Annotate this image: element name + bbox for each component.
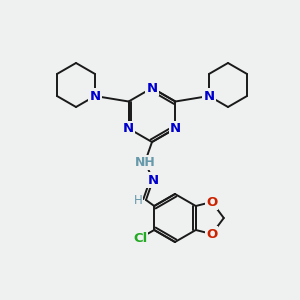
Text: H: H — [134, 194, 142, 208]
Text: N: N — [89, 89, 100, 103]
Text: O: O — [206, 227, 218, 241]
Text: N: N — [203, 89, 214, 103]
Text: N: N — [147, 173, 159, 187]
Text: N: N — [146, 82, 158, 94]
Text: N: N — [170, 122, 181, 135]
Text: Cl: Cl — [133, 232, 147, 244]
Text: NH: NH — [135, 155, 155, 169]
Text: N: N — [123, 122, 134, 135]
Text: O: O — [206, 196, 218, 208]
